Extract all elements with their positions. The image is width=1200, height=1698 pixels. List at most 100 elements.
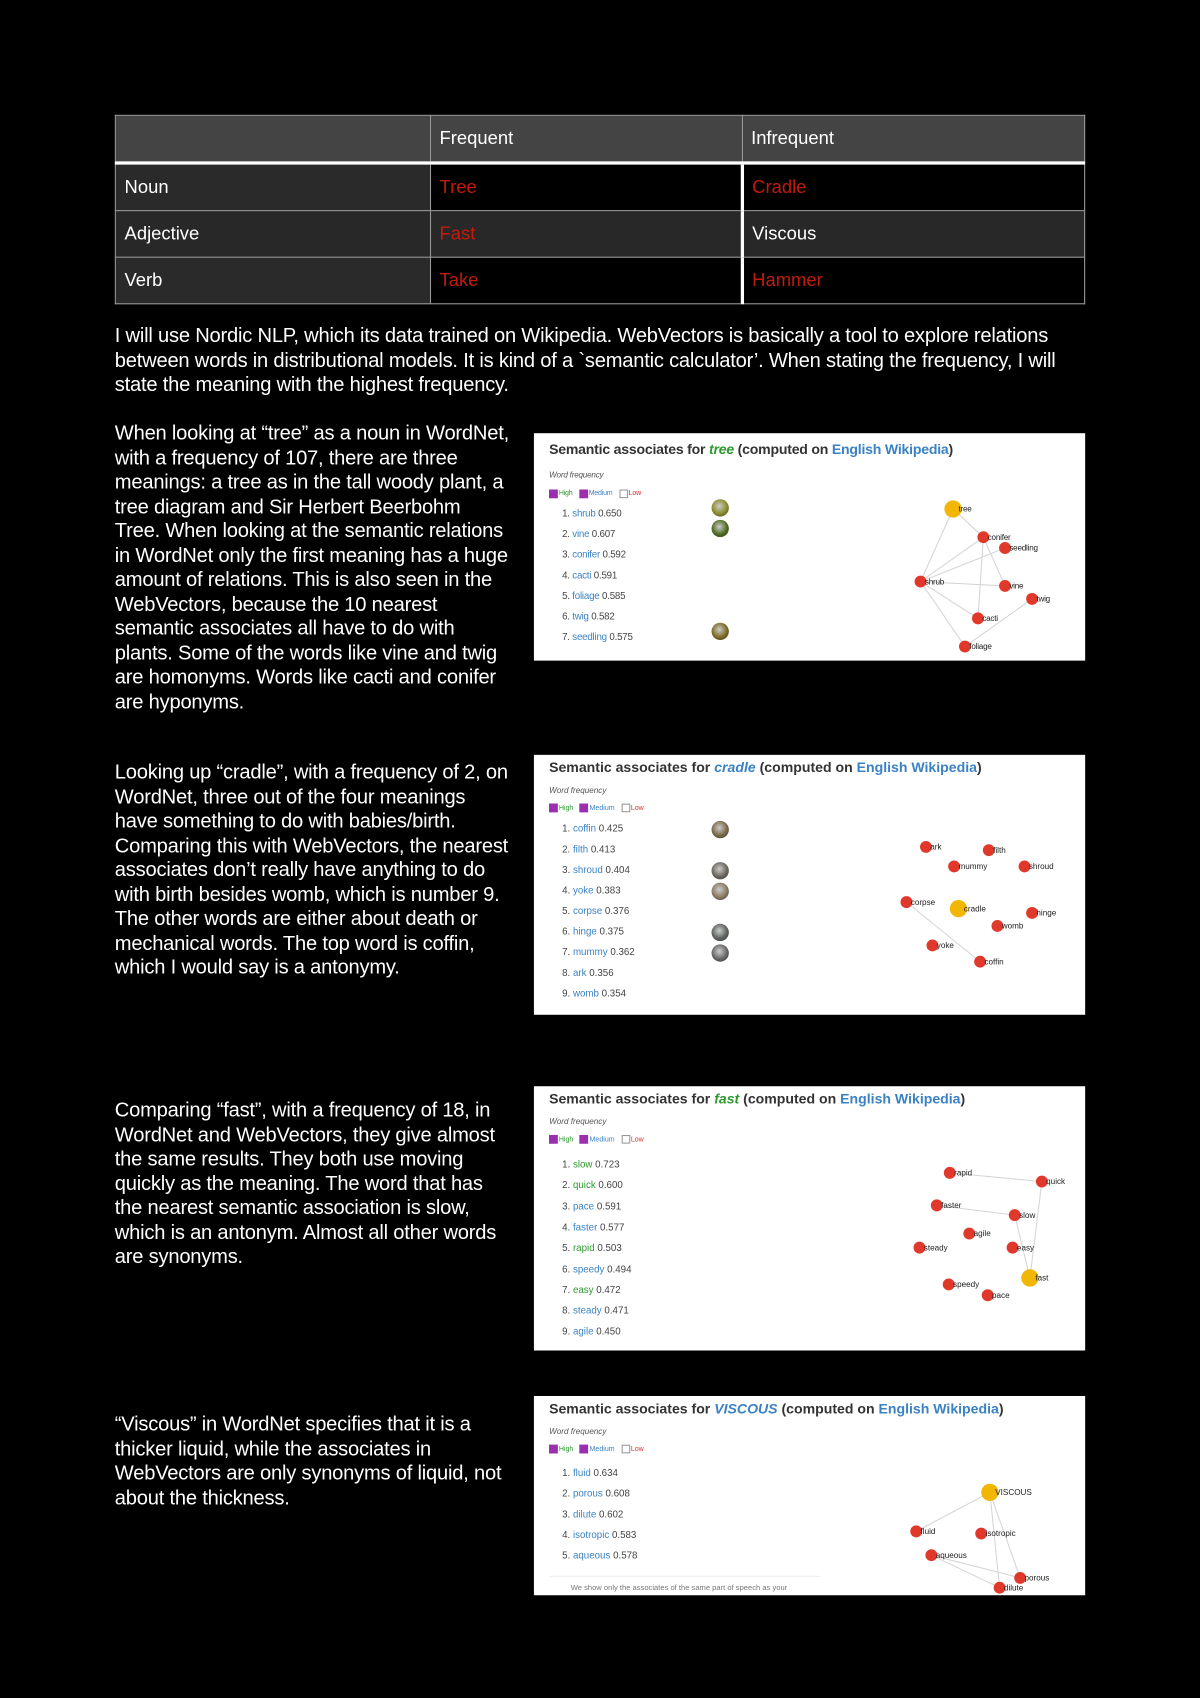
associate-word-link[interactable]: conifer (572, 549, 601, 560)
graph-node[interactable] (1008, 1209, 1021, 1222)
associate-word-link[interactable]: shrub (572, 507, 596, 519)
graph-node-label: conifer (988, 533, 1011, 542)
table-header-empty (114, 114, 431, 165)
graph-node[interactable] (999, 579, 1011, 592)
associate-list-item: 3. conifer 0.592 (562, 543, 626, 567)
graph-node[interactable] (930, 1199, 943, 1212)
graph-node[interactable] (958, 640, 971, 653)
associate-word-link[interactable]: ark (572, 967, 587, 978)
associate-word-link[interactable]: hinge (572, 925, 597, 937)
graph-node[interactable] (974, 955, 987, 968)
associate-word-link[interactable]: foliage (572, 590, 600, 602)
associate-word-link[interactable]: yoke (572, 884, 594, 896)
graph-node[interactable] (963, 1227, 976, 1240)
associate-rank: 4. (562, 1529, 571, 1541)
graph-center-node[interactable] (949, 899, 968, 918)
associate-word-link[interactable]: faster (572, 1221, 598, 1233)
associate-rank: 1. (562, 507, 570, 519)
filter-checkbox-medium[interactable] (578, 489, 588, 499)
filter-checkbox-low[interactable] (618, 489, 628, 499)
graph-node[interactable] (910, 1525, 923, 1538)
graph-node[interactable] (942, 1278, 955, 1291)
graph-node[interactable] (926, 939, 939, 952)
associate-list-item: 9. agile 0.450 (562, 1326, 621, 1337)
graph-node[interactable] (975, 1527, 988, 1540)
graph-node[interactable] (993, 1581, 1006, 1594)
associate-word-link[interactable]: isotropic (572, 1529, 610, 1541)
corpus-link[interactable]: English Wikipedia (878, 1400, 999, 1417)
associate-word-link[interactable]: pace (572, 1200, 595, 1212)
graph-node[interactable] (1006, 1241, 1019, 1254)
associate-word-link[interactable]: fluid (572, 1467, 591, 1479)
filter-checkbox-low[interactable] (621, 1134, 630, 1144)
associate-rank: 6. (562, 925, 571, 937)
associate-rank: 9. (562, 1326, 571, 1337)
graph-node[interactable] (971, 612, 984, 625)
graph-center-node[interactable] (944, 500, 962, 518)
associate-word-link[interactable]: filth (572, 843, 589, 855)
graph-center-node[interactable] (981, 1483, 999, 1502)
corpus-link[interactable]: English Wikipedia (840, 1090, 961, 1107)
associates-graph: cradle coffin filth shroud yoke corpse hinge mu… (900, 840, 1057, 968)
filter-checkbox-medium[interactable] (579, 1134, 589, 1144)
associate-word-link[interactable]: coffin (572, 823, 597, 834)
corpus-link[interactable]: English Wikipedia (856, 759, 977, 776)
associate-word-link[interactable]: dilute (572, 1508, 597, 1520)
associate-word-link[interactable]: rapid (572, 1242, 595, 1254)
associate-word-link[interactable]: quick (572, 1179, 596, 1191)
associate-rank: 1. (562, 1158, 571, 1170)
filter-checkbox-medium[interactable] (579, 803, 589, 813)
associate-word-link[interactable]: shroud (572, 864, 603, 876)
associate-rank: 6. (562, 1263, 571, 1275)
filter-checkbox-high[interactable] (549, 489, 558, 499)
associate-word-link[interactable]: seedling (572, 631, 607, 643)
filter-checkbox-low[interactable] (621, 1444, 630, 1454)
filter-checkbox-low[interactable] (621, 803, 630, 813)
filter-checkbox-high[interactable] (549, 803, 558, 813)
graph-node[interactable] (913, 1241, 926, 1254)
associate-word-link[interactable]: speedy (572, 1263, 605, 1275)
graph-node[interactable] (977, 531, 990, 544)
associate-list-item: 2. quick 0.600 (562, 1180, 623, 1191)
graph-node[interactable] (981, 1289, 994, 1302)
associate-word-link[interactable]: aqueous (572, 1549, 611, 1561)
graph-node[interactable] (914, 575, 927, 588)
graph-center-node[interactable] (1021, 1269, 1039, 1287)
filter-checkbox-medium[interactable] (579, 1444, 589, 1454)
graph-node[interactable] (948, 860, 961, 873)
associate-word-link[interactable]: corpse (572, 905, 603, 917)
filter-checkbox-high[interactable] (549, 1134, 558, 1144)
associate-word-link[interactable]: steady (572, 1305, 602, 1316)
graph-node[interactable] (991, 920, 1004, 932)
associate-word-link[interactable]: womb (572, 987, 599, 999)
associate-word-link[interactable]: vine (572, 528, 590, 540)
filter-checkbox-high[interactable] (549, 1444, 558, 1454)
associate-word-link[interactable]: easy (572, 1284, 594, 1296)
graph-node[interactable] (900, 896, 913, 909)
graph-node[interactable] (982, 844, 995, 857)
frequency-filters: High Medium Low (549, 803, 650, 813)
associate-rank: 4. (562, 569, 570, 581)
associate-word-link[interactable]: mummy (572, 946, 608, 958)
graph-node-label: isotropic (986, 1529, 1016, 1538)
associate-word-link[interactable]: cacti (572, 569, 592, 581)
graph-node[interactable] (1026, 907, 1039, 919)
associate-list-item: 2. vine 0.607 (562, 522, 615, 546)
graph-node[interactable] (1026, 592, 1039, 605)
associate-word-link[interactable]: agile (572, 1326, 594, 1337)
associate-word-link[interactable]: slow (572, 1158, 593, 1170)
footnote-text: We show only the associates of the same … (570, 1584, 788, 1593)
corpus-link[interactable]: English Wikipedia (831, 440, 949, 458)
graph-node[interactable] (920, 840, 932, 853)
graph-node[interactable] (925, 1549, 938, 1562)
associate-word-link[interactable]: porous (572, 1488, 603, 1499)
associate-word-link[interactable]: twig (572, 610, 589, 622)
title-mid: (computed on (755, 759, 857, 776)
graph-node-label: cradle (964, 904, 987, 913)
graph-node[interactable] (1018, 860, 1031, 873)
graph-node[interactable] (1035, 1175, 1048, 1188)
graph-node[interactable] (943, 1166, 956, 1179)
associate-list-item: 2. filth 0.413 (562, 844, 615, 855)
graph-node[interactable] (1014, 1571, 1027, 1584)
graph-node[interactable] (999, 542, 1011, 554)
